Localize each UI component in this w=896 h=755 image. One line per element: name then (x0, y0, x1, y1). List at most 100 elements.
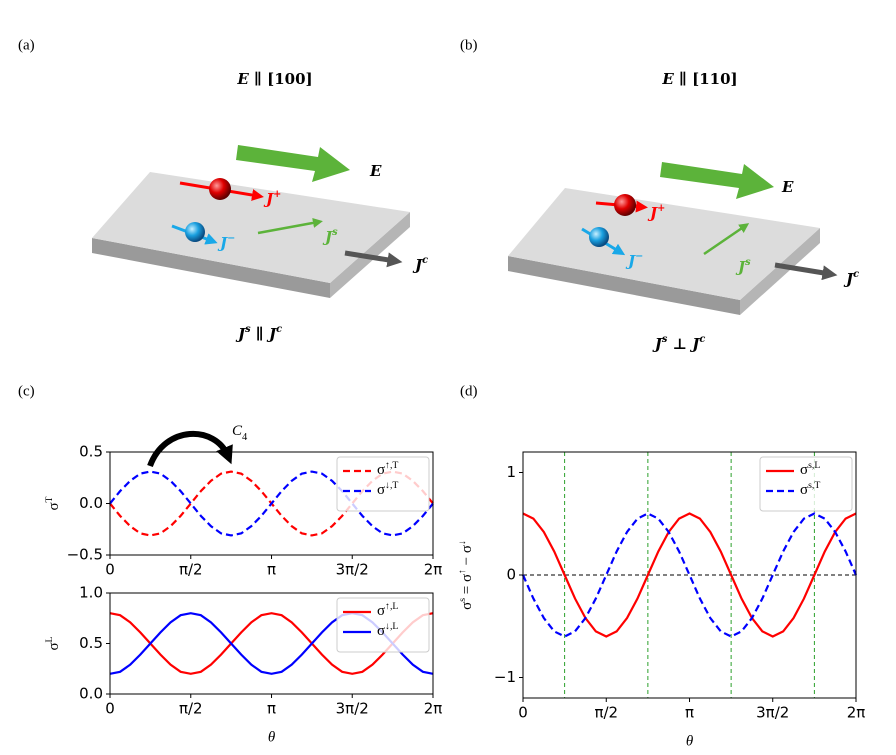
x-tick-label: 2π (424, 700, 443, 718)
x-tick-label: π (267, 561, 276, 579)
j-charge: Jc (843, 269, 859, 288)
field-arrow (660, 162, 774, 199)
j-spin: Js (322, 227, 338, 246)
y-tick-label: 0.0 (79, 494, 103, 512)
slab-top (508, 188, 820, 300)
y-tick-label: −0.5 (67, 546, 103, 564)
j-charge: Jc (412, 255, 428, 274)
label-part: σ (459, 602, 475, 610)
panel-label: (c) (18, 383, 35, 399)
label-part: = σ (459, 574, 475, 598)
y-tick-label: 0 (506, 566, 516, 584)
y-tick-label: −1 (494, 668, 516, 686)
spin-up-electron (614, 194, 636, 216)
label-part: σ (46, 642, 62, 650)
label-sup: ↑,T (385, 460, 398, 471)
label-sup: T (44, 496, 55, 502)
x-tick-label: 2π (847, 704, 866, 722)
x-axis-label: θ (686, 733, 694, 749)
x-tick-label: 3π/2 (336, 561, 369, 579)
legend-label: σ↑,L (377, 601, 398, 620)
x-tick-label: π (685, 704, 694, 722)
panel-label: (d) (460, 383, 478, 399)
panel-a: (a) E ∥ [100] E J+ J− Js Jc Js ∥ Jc (18, 37, 428, 343)
x-tick-label: 0 (518, 704, 528, 722)
x-tick-label: π/2 (179, 561, 203, 579)
x-tick-label: 2π (424, 561, 443, 579)
label-sup: ↑,L (385, 601, 398, 612)
series-line (521, 512, 858, 638)
slab-front (92, 238, 330, 298)
annotation-sub: 4 (242, 432, 248, 443)
label-part: σ (800, 482, 808, 498)
j-plus: J+ (647, 203, 665, 222)
spin-current-arrow (703, 223, 750, 256)
label-part: σ (377, 623, 385, 639)
legend-label: σ↓,L (377, 621, 398, 640)
label-sup: ↓,T (385, 480, 398, 491)
panel-title: E ∥ [110] (661, 70, 737, 88)
y-tick-label: 0.5 (79, 443, 103, 461)
legend-label: σ↓,T (377, 480, 398, 499)
x-tick-label: 3π/2 (336, 700, 369, 718)
relation: Js ∥ Jc (235, 324, 282, 343)
slab-front (508, 256, 740, 315)
x-tick-label: π/2 (179, 700, 203, 718)
label-part: − σ (459, 545, 475, 569)
x-tick-label: 3π/2 (756, 704, 789, 722)
label-part: σ (377, 603, 385, 619)
panel-b: (b) E ∥ [110] E J+ J− Js Jc Js ⊥ Jc (460, 37, 859, 353)
plot (521, 452, 858, 698)
label-sup: ↓,L (385, 621, 398, 632)
y-tick-label: 0.5 (79, 634, 103, 652)
label-sup: L (44, 636, 55, 642)
j-plus: J+ (263, 189, 281, 208)
label-sup: s (457, 598, 468, 602)
label-sup: ↓ (457, 540, 468, 545)
panel-label: (b) (460, 37, 478, 53)
legend-label: σ↑,T (377, 460, 398, 479)
label-sup: s,L (808, 460, 820, 471)
x-tick-label: 0 (105, 561, 115, 579)
rotation-arrow (147, 431, 233, 468)
charge-current-arrow (344, 250, 403, 268)
slab-top (92, 172, 410, 283)
legend-label: σs,L (800, 460, 820, 479)
annotation: C4 (232, 423, 248, 442)
y-tick-label: 0.0 (79, 685, 103, 703)
label-part: σ (377, 482, 385, 498)
series-line (109, 612, 434, 675)
label-sup: s,T (808, 480, 820, 491)
field-arrow (236, 145, 350, 182)
label-part: σ (377, 462, 385, 478)
x-tick-label: 0 (105, 700, 115, 718)
j-spin: Js (735, 257, 751, 276)
j-minus: J− (625, 251, 643, 270)
label-sup: ↑ (457, 569, 468, 574)
spin-up-electron (209, 178, 231, 200)
annotation-base: C (232, 423, 243, 439)
j-minus: J− (217, 233, 235, 252)
y-axis-label: σT (44, 496, 63, 510)
field-label: E (781, 178, 794, 196)
spin-down-electron (185, 222, 205, 242)
spin-current-arrow (257, 217, 323, 235)
x-tick-label: π/2 (594, 704, 618, 722)
x-tick-label: π (267, 700, 276, 718)
spin-down-electron (589, 227, 609, 247)
label-part: σ (800, 462, 808, 478)
label-part: σ (46, 502, 62, 510)
y-tick-label: 1 (506, 463, 516, 481)
slab-side (740, 228, 820, 315)
series-line (522, 512, 857, 638)
y-axis-label: σs = σ↑ − σ↓ (457, 540, 476, 610)
panel-label: (a) (18, 37, 35, 53)
y-tick-label: 1.0 (79, 584, 103, 602)
charge-current-arrow (774, 262, 838, 281)
relation: Js ⊥ Jc (652, 334, 706, 353)
series-line (109, 470, 434, 537)
legend-label: σs,T (800, 480, 820, 499)
field-label: E (369, 162, 382, 180)
y-axis-label: σL (44, 636, 63, 650)
